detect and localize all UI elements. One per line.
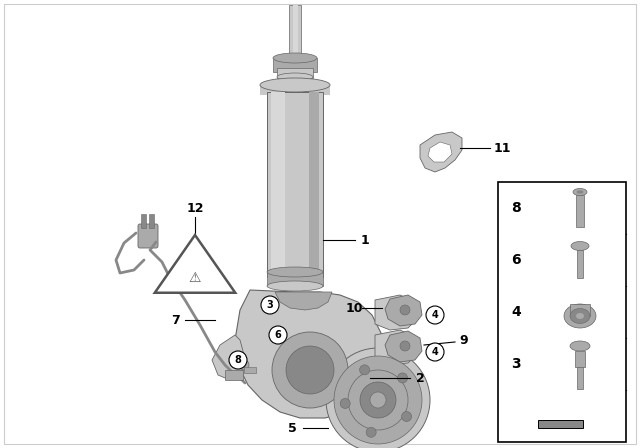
Text: 8: 8 [235,355,241,365]
Bar [271,92,285,277]
Text: 2: 2 [415,371,424,384]
Circle shape [360,382,396,418]
Ellipse shape [260,78,330,92]
Text: 3: 3 [511,357,521,371]
Circle shape [370,392,386,408]
Circle shape [400,341,410,351]
Circle shape [326,348,430,448]
Circle shape [389,342,401,354]
Ellipse shape [576,313,584,319]
Text: 11: 11 [493,142,511,155]
Polygon shape [385,295,422,326]
Circle shape [397,373,408,383]
Bar [225,370,243,380]
Circle shape [426,306,444,324]
Polygon shape [155,235,236,293]
Bar [273,58,317,72]
Ellipse shape [564,304,596,328]
Bar [309,92,319,277]
Polygon shape [538,420,583,428]
Text: 4: 4 [511,305,521,319]
Polygon shape [428,142,452,162]
Bar [244,367,256,373]
Circle shape [366,427,376,437]
Bar [576,195,584,227]
Ellipse shape [577,190,584,194]
Bar [498,182,626,442]
Text: 8: 8 [511,201,521,215]
Circle shape [272,332,348,408]
Text: ⚠: ⚠ [189,271,201,285]
Text: 12: 12 [186,202,204,215]
Circle shape [401,412,412,422]
Polygon shape [212,335,244,380]
Text: 9: 9 [460,333,468,346]
Ellipse shape [267,267,323,277]
Circle shape [239,360,249,370]
Text: 6: 6 [511,253,521,267]
Text: 5: 5 [287,422,296,435]
Text: 6: 6 [275,330,282,340]
Bar [260,85,330,95]
Text: 4: 4 [431,347,438,357]
Ellipse shape [570,309,590,323]
Bar [267,92,323,277]
Polygon shape [375,330,418,365]
Bar [141,214,146,228]
Polygon shape [385,331,422,362]
Ellipse shape [570,341,590,351]
Circle shape [348,370,408,430]
Polygon shape [375,295,418,330]
Circle shape [334,356,422,444]
Polygon shape [235,290,385,418]
Ellipse shape [277,73,313,81]
Circle shape [261,296,279,314]
Circle shape [229,351,247,369]
Bar [149,214,154,228]
Circle shape [340,398,350,409]
Circle shape [389,307,401,319]
Bar [570,304,590,316]
Ellipse shape [267,281,323,291]
Circle shape [400,305,410,315]
Bar [289,5,301,60]
Ellipse shape [573,189,587,195]
Circle shape [286,346,334,394]
Ellipse shape [273,53,317,63]
Text: 1: 1 [360,233,369,246]
Circle shape [269,326,287,344]
Text: 4: 4 [431,310,438,320]
Text: 3: 3 [267,300,273,310]
Bar [267,272,323,286]
Circle shape [360,365,369,375]
Bar [577,250,583,278]
Polygon shape [420,132,462,172]
FancyBboxPatch shape [138,224,158,248]
Text: 7: 7 [172,314,180,327]
Ellipse shape [571,241,589,250]
Bar [577,367,583,389]
Text: 10: 10 [345,302,363,314]
Polygon shape [275,292,332,310]
Circle shape [426,343,444,361]
Bar [575,351,585,367]
Bar [277,68,313,78]
Bar [293,5,298,60]
